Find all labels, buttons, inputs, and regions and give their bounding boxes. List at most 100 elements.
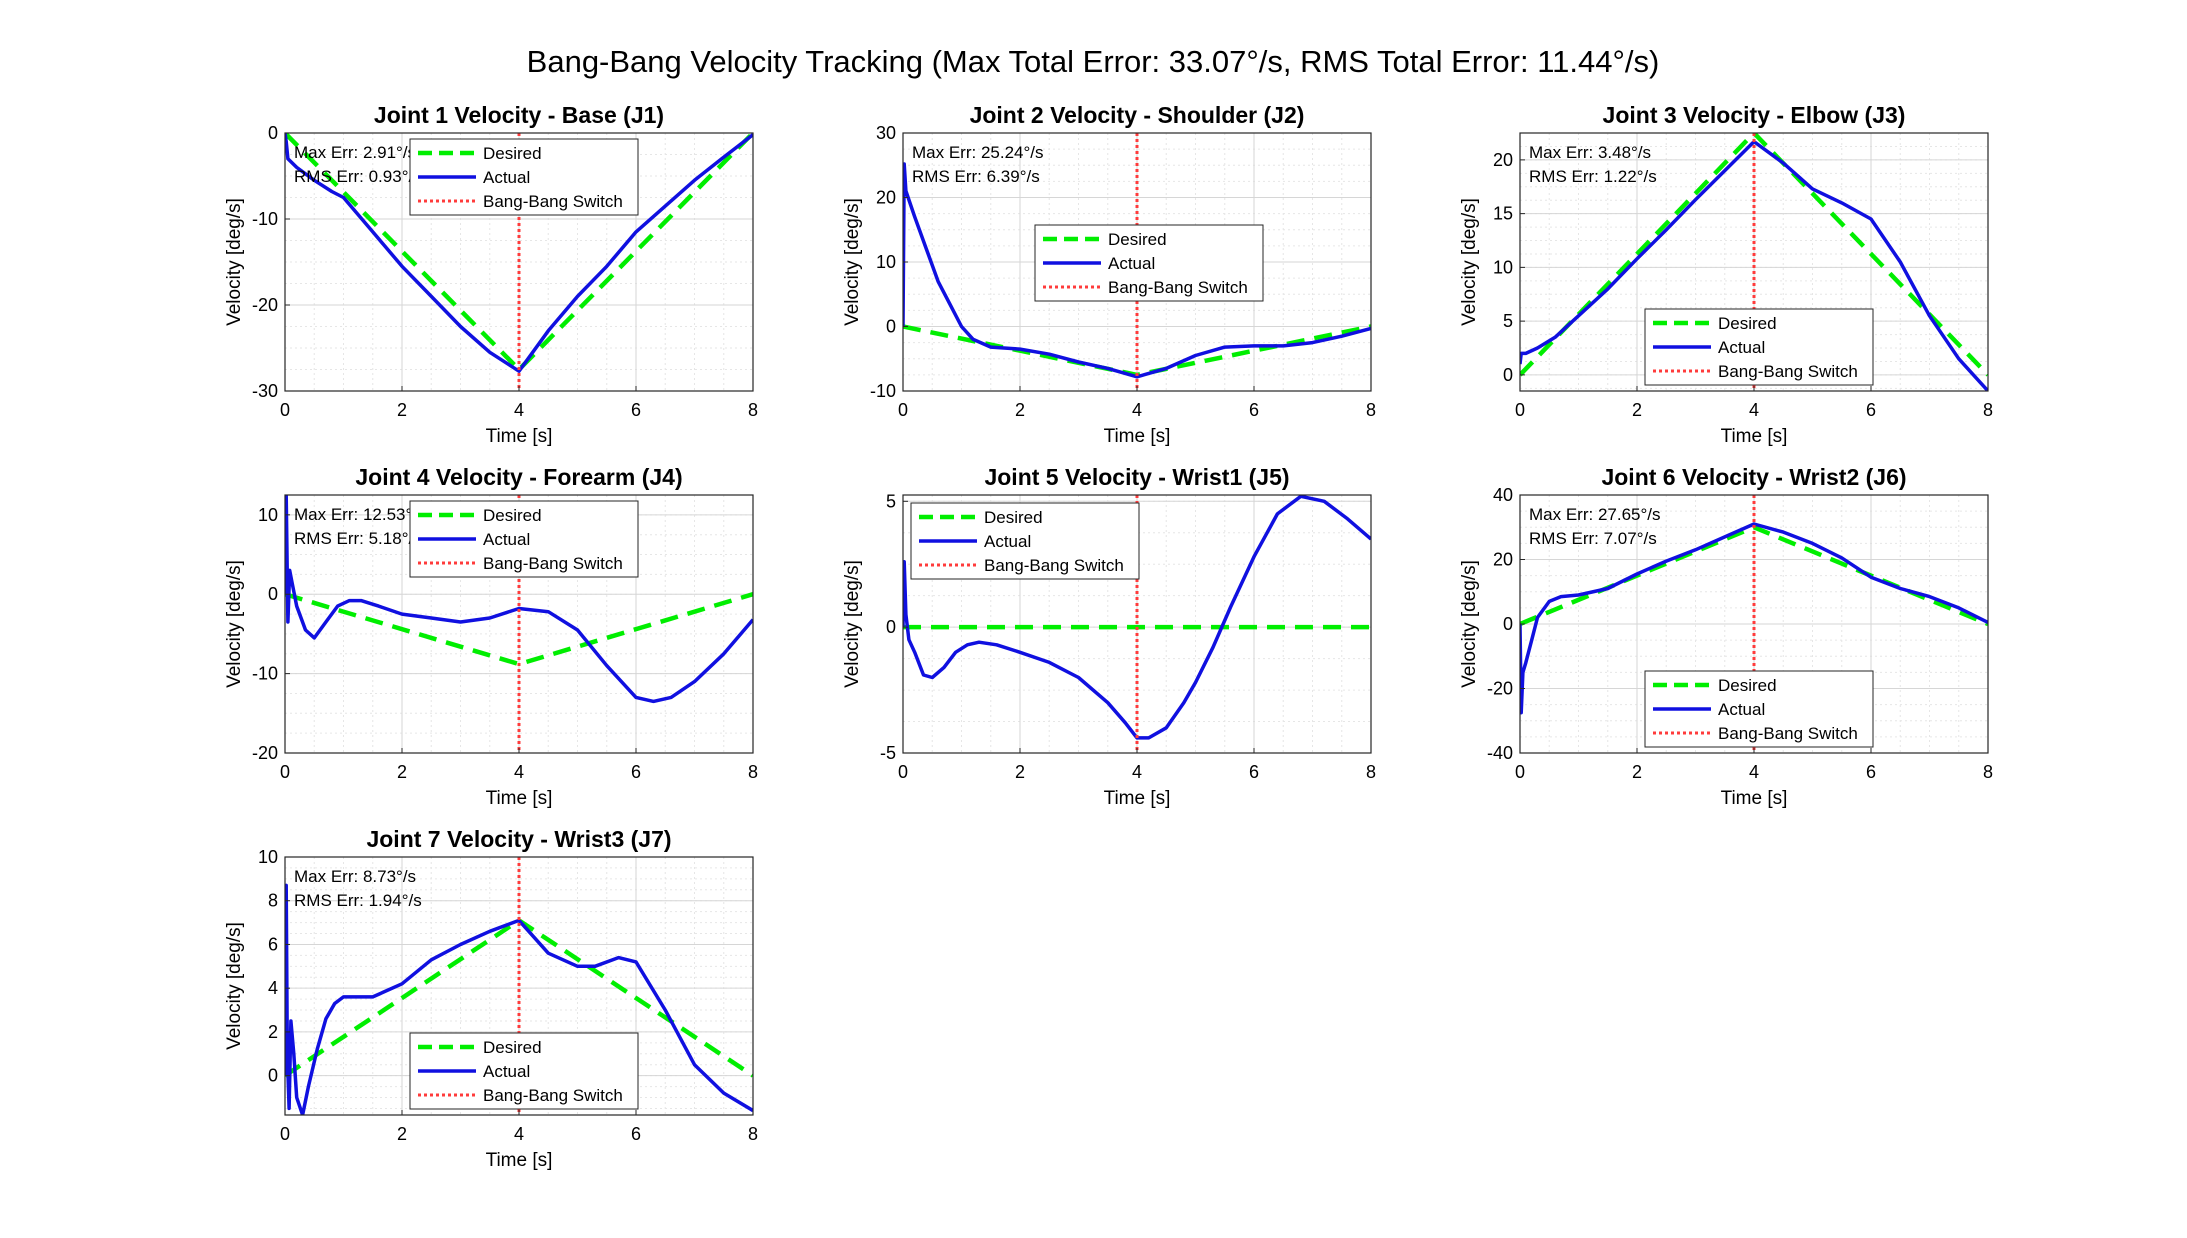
y-tick-label: -10 (870, 381, 896, 401)
error-annotation: RMS Err: 6.39°/s (912, 167, 1040, 186)
x-tick-label: 6 (1866, 400, 1876, 420)
x-axis-label: Time [s] (486, 426, 553, 447)
error-annotation: RMS Err: 1.94°/s (294, 891, 422, 910)
plot-lines (285, 857, 753, 1115)
legend-label: Actual (483, 530, 530, 549)
y-tick-label: 0 (886, 617, 896, 637)
x-tick-label: 0 (280, 762, 290, 782)
x-tick-label: 8 (1366, 400, 1376, 420)
y-tick-label: 0 (886, 317, 896, 337)
x-tick-label: 6 (1866, 762, 1876, 782)
legend-label: Bang-Bang Switch (1108, 278, 1248, 297)
x-tick-label: 2 (397, 762, 407, 782)
error-annotation: RMS Err: 7.07°/s (1529, 529, 1657, 548)
legend-label: Desired (1718, 314, 1777, 333)
x-tick-label: 4 (1132, 400, 1142, 420)
y-tick-label: -5 (880, 743, 896, 763)
y-tick-label: 20 (876, 188, 896, 208)
y-tick-label: 40 (1493, 485, 1513, 505)
legend-label: Bang-Bang Switch (1718, 362, 1858, 381)
x-tick-label: 6 (1249, 400, 1259, 420)
y-tick-label: 4 (268, 978, 278, 998)
x-tick-label: 2 (1015, 762, 1025, 782)
legend: Desired Actual Bang-Bang Switch (910, 502, 1140, 580)
y-tick-label: 0 (268, 1066, 278, 1086)
x-tick-label: 0 (280, 1124, 290, 1144)
plot-lines (1520, 133, 1988, 391)
legend-label: Desired (483, 506, 542, 525)
x-tick-label: 4 (514, 1124, 524, 1144)
error-annotation: Max Err: 12.53°/s (294, 505, 426, 524)
x-tick-label: 2 (397, 400, 407, 420)
x-axis-label: Time [s] (1721, 788, 1788, 809)
y-tick-label: -20 (252, 743, 278, 763)
legend-label: Bang-Bang Switch (1718, 724, 1858, 743)
error-annotation: Max Err: 2.91°/s (294, 143, 416, 162)
y-tick-label: -30 (252, 381, 278, 401)
x-tick-label: 8 (748, 1124, 758, 1144)
y-axis-label: Velocity [deg/s] (842, 198, 863, 326)
x-axis-label: Time [s] (1104, 426, 1171, 447)
y-axis-label: Velocity [deg/s] (224, 922, 245, 1050)
x-tick-label: 2 (1632, 762, 1642, 782)
x-tick-label: 4 (514, 762, 524, 782)
x-tick-label: 0 (1515, 400, 1525, 420)
subplot-3: 0 2 4 6 8 0 5 10 15 20 Joint 3 Velocity - Elbow (J… (1459, 102, 1993, 447)
x-axis-label: Time [s] (486, 1150, 553, 1171)
y-tick-label: -10 (252, 664, 278, 684)
y-tick-label: 10 (258, 505, 278, 525)
y-tick-label: -20 (252, 295, 278, 315)
x-tick-label: 0 (1515, 762, 1525, 782)
subplot-title: Joint 2 Velocity - Shoulder (J2) (970, 102, 1305, 128)
legend-label: Bang-Bang Switch (483, 192, 623, 211)
error-annotation: RMS Err: 5.18°/s (294, 529, 422, 548)
subplot-title: Joint 5 Velocity - Wrist1 (J5) (984, 464, 1289, 490)
legend: Desired Actual Bang-Bang Switch (1644, 670, 1874, 748)
y-tick-label: 6 (268, 934, 278, 954)
x-axis-label: Time [s] (486, 788, 553, 809)
subplot-7: 0 2 4 6 8 0 2 4 6 8 10 Joint 7 Velocity - Wrist3 (J… (224, 826, 758, 1171)
legend-label: Desired (984, 508, 1043, 527)
subplot-6: 0 2 4 6 8 -40 -20 0 20 40 Joint 6 Velocity - Wrist… (1459, 464, 1993, 809)
subplot-4: 0 2 4 6 8 -20 -10 0 10 Joint 4 Velocity - Forearm… (224, 464, 758, 809)
series-actual-line (903, 495, 1371, 740)
x-tick-label: 6 (631, 762, 641, 782)
y-axis-label: Velocity [deg/s] (224, 198, 245, 326)
error-annotation: Max Err: 3.48°/s (1529, 143, 1651, 162)
legend-label: Actual (1108, 254, 1155, 273)
x-tick-label: 6 (631, 1124, 641, 1144)
y-tick-label: 5 (886, 491, 896, 511)
series-actual-line (1520, 522, 1988, 715)
y-tick-label: 0 (1503, 614, 1513, 634)
series-actual-line (285, 133, 753, 373)
y-tick-label: -40 (1487, 743, 1513, 763)
series-actual-line (285, 495, 753, 704)
x-tick-label: 4 (1132, 762, 1142, 782)
legend-label: Actual (483, 1062, 530, 1081)
x-tick-label: 8 (1366, 762, 1376, 782)
legend: Desired Actual Bang-Bang Switch (1034, 224, 1264, 302)
y-axis-label: Velocity [deg/s] (842, 560, 863, 688)
legend-label: Actual (1718, 338, 1765, 357)
subplot-title: Joint 7 Velocity - Wrist3 (J7) (366, 826, 671, 852)
figure-title: Bang-Bang Velocity Tracking (Max Total E… (527, 44, 1660, 79)
x-tick-label: 8 (1983, 400, 1993, 420)
y-tick-label: 10 (876, 252, 896, 272)
x-tick-label: 0 (280, 400, 290, 420)
y-tick-label: 10 (258, 847, 278, 867)
y-tick-label: 0 (268, 123, 278, 143)
x-tick-label: 8 (748, 762, 758, 782)
series-actual-line (903, 162, 1371, 379)
legend-label: Actual (984, 532, 1031, 551)
error-annotation: RMS Err: 1.22°/s (1529, 167, 1657, 186)
subplot-title: Joint 4 Velocity - Forearm (J4) (355, 464, 682, 490)
series-actual-line (1520, 139, 1988, 391)
y-tick-label: 20 (1493, 550, 1513, 570)
x-tick-label: 4 (1749, 762, 1759, 782)
legend-label: Bang-Bang Switch (483, 1086, 623, 1105)
legend-label: Bang-Bang Switch (984, 556, 1124, 575)
x-tick-label: 2 (1632, 400, 1642, 420)
y-axis-label: Velocity [deg/s] (224, 560, 245, 688)
